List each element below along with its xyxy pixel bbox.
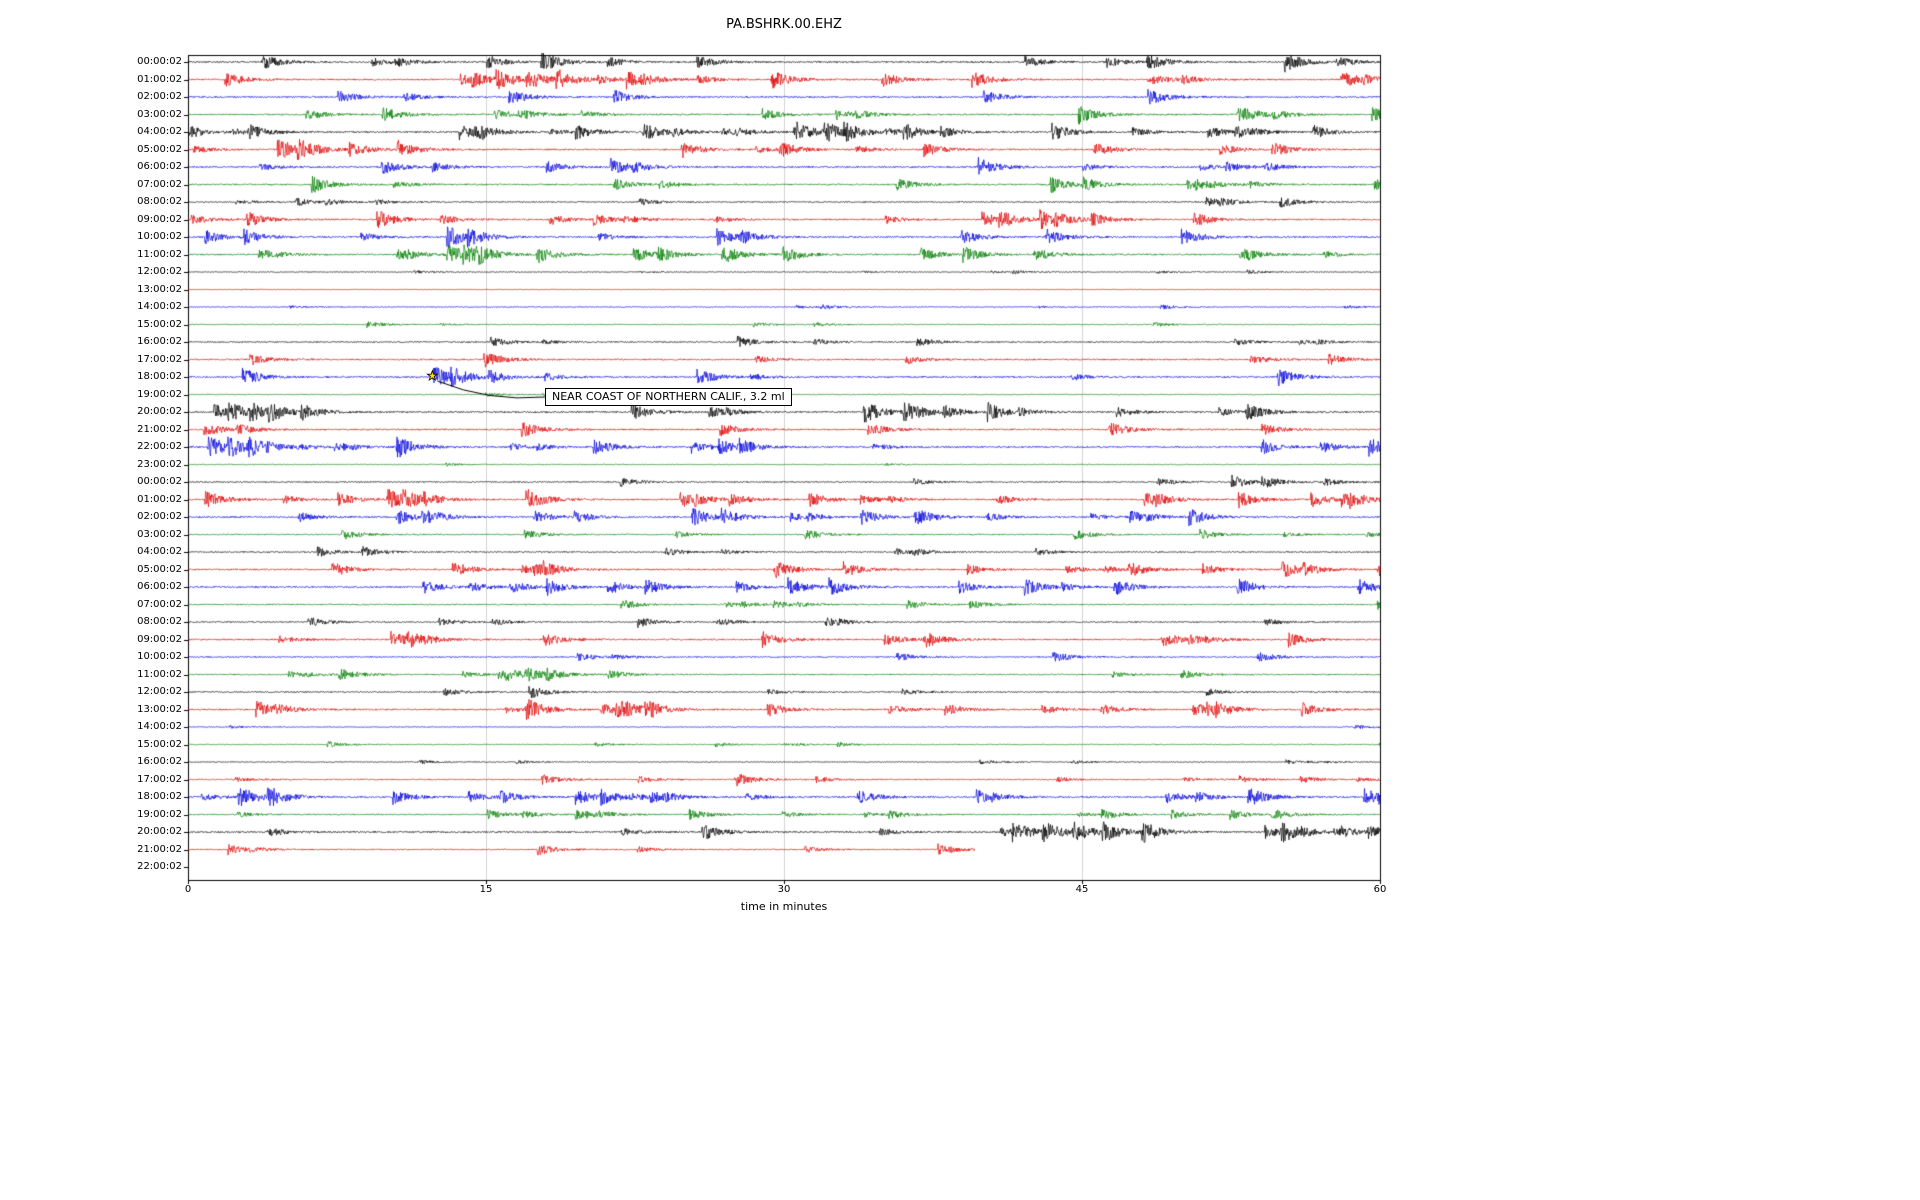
row-label: 11:00:02 <box>137 668 182 680</box>
row-label: 21:00:02 <box>137 843 182 855</box>
row-label: 09:00:02 <box>137 213 182 225</box>
row-label: 02:00:02 <box>137 511 182 522</box>
row-label: 10:00:02 <box>137 651 182 662</box>
x-tick-label: 30 <box>777 884 791 895</box>
row-label: 16:00:02 <box>137 756 182 767</box>
x-tick-label: 0 <box>184 884 192 895</box>
figure-title: PA.BSHRK.00.EHZ <box>726 17 842 32</box>
row-label: 12:00:02 <box>137 266 182 277</box>
row-label: 00:00:02 <box>137 476 182 487</box>
x-tick-label: 15 <box>479 884 493 895</box>
x-tick-label: 60 <box>1373 884 1387 895</box>
row-label: 22:00:02 <box>137 441 182 452</box>
row-label: 18:00:02 <box>137 371 182 382</box>
row-label: 03:00:02 <box>137 108 182 120</box>
row-label: 01:00:02 <box>137 73 182 85</box>
row-label: 13:00:02 <box>137 703 182 715</box>
row-label: 05:00:02 <box>137 143 182 155</box>
row-label: 17:00:02 <box>137 353 182 365</box>
row-label: 14:00:02 <box>137 721 182 732</box>
row-label: 16:00:02 <box>137 336 182 347</box>
row-label: 17:00:02 <box>137 773 182 785</box>
row-label: 15:00:02 <box>137 738 182 750</box>
row-label: 07:00:02 <box>137 178 182 190</box>
event-annotation-label: NEAR COAST OF NORTHERN CALIF., 3.2 ml <box>545 388 792 406</box>
row-label: 05:00:02 <box>137 563 182 575</box>
row-label: 23:00:02 <box>137 458 182 470</box>
row-label: 18:00:02 <box>137 791 182 802</box>
x-tick-label: 45 <box>1075 884 1089 895</box>
row-label: 22:00:02 <box>137 861 182 872</box>
row-label: 02:00:02 <box>137 91 182 102</box>
row-label: 01:00:02 <box>137 493 182 505</box>
row-label: 20:00:02 <box>137 826 182 837</box>
row-label: 04:00:02 <box>137 126 182 137</box>
row-label: 06:00:02 <box>137 161 182 172</box>
event-star-icon: ★ <box>426 368 439 384</box>
row-label: 07:00:02 <box>137 598 182 610</box>
row-label: 08:00:02 <box>137 196 182 207</box>
row-label: 11:00:02 <box>137 248 182 260</box>
row-label: 20:00:02 <box>137 406 182 417</box>
row-label: 10:00:02 <box>137 231 182 242</box>
row-label: 15:00:02 <box>137 318 182 330</box>
row-label: 06:00:02 <box>137 581 182 592</box>
row-label: 14:00:02 <box>137 301 182 312</box>
row-label: 19:00:02 <box>137 808 182 820</box>
row-label: 00:00:02 <box>137 56 182 67</box>
row-label: 04:00:02 <box>137 546 182 557</box>
row-label: 13:00:02 <box>137 283 182 295</box>
row-label: 09:00:02 <box>137 633 182 645</box>
row-label: 03:00:02 <box>137 528 182 540</box>
row-label: 08:00:02 <box>137 616 182 627</box>
x-axis-label: time in minutes <box>740 900 828 913</box>
row-label: 21:00:02 <box>137 423 182 435</box>
row-label: 12:00:02 <box>137 686 182 697</box>
row-label: 19:00:02 <box>137 388 182 400</box>
